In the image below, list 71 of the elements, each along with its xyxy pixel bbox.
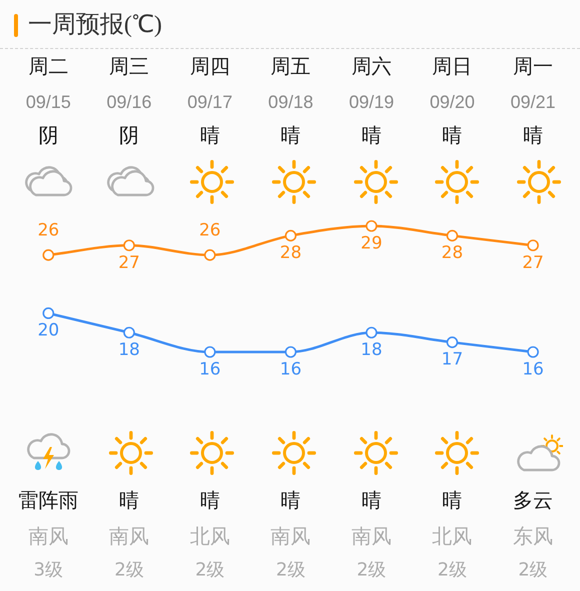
text: 南风: [351, 524, 392, 548]
text: 晴: [200, 488, 220, 512]
text: 09/17: [187, 92, 232, 112]
point: [123, 240, 135, 252]
text: 2级: [356, 560, 386, 581]
text: 09/18: [268, 92, 314, 112]
point: [527, 240, 539, 252]
data-label: 26: [38, 220, 60, 240]
text: 南风: [28, 524, 68, 548]
chart-title: 一周预报(℃): [28, 11, 162, 40]
x-tick-label: 周五: [270, 54, 311, 78]
data-label: 29: [360, 233, 382, 254]
text: 晴: [280, 488, 301, 512]
text: 09/15: [26, 92, 71, 112]
text: 09/19: [348, 92, 394, 112]
text: 阴: [38, 123, 58, 148]
text: 南风: [109, 524, 150, 548]
data-label: 18: [118, 340, 140, 360]
data-label: 26: [199, 220, 221, 240]
text: 北风: [190, 524, 230, 548]
text: 09/21: [510, 92, 556, 112]
data-label: 16: [280, 359, 302, 380]
x-tick-label: 周日: [432, 54, 472, 78]
data-label: 16: [199, 359, 221, 380]
point: [42, 249, 54, 261]
text: 2级: [276, 560, 306, 581]
text: 2级: [195, 560, 225, 581]
text: 3级: [34, 560, 64, 581]
data-label: 18: [360, 340, 382, 360]
text: 晴: [442, 488, 462, 512]
text: 北风: [432, 524, 472, 548]
point: [446, 230, 458, 242]
point: [123, 326, 135, 338]
point: [527, 346, 539, 358]
text: 晴: [280, 123, 301, 148]
point: [42, 307, 54, 320]
text: 2级: [114, 560, 144, 581]
text: 晴: [442, 123, 462, 148]
point: [446, 336, 458, 348]
text: 2级: [438, 560, 467, 581]
text: 09/20: [430, 92, 475, 112]
data-label: 16: [522, 359, 544, 380]
point: [204, 346, 216, 358]
data-label: 20: [38, 320, 60, 341]
data-label: 27: [522, 252, 544, 273]
text: 2级: [518, 560, 548, 581]
text: 晴: [361, 488, 382, 512]
x-tick-label: 周六: [351, 54, 392, 78]
text: 09/16: [106, 92, 152, 112]
point: [366, 326, 378, 338]
x-tick-label: 周四: [190, 54, 230, 78]
text: 雷阵雨: [18, 488, 78, 512]
data-label: 27: [118, 252, 140, 273]
data-label: 28: [441, 243, 464, 264]
point: [284, 346, 296, 358]
x-tick-label: 周三: [109, 54, 150, 78]
text: 晴: [361, 123, 382, 148]
data-label: 17: [441, 350, 464, 370]
text: 晴: [200, 123, 220, 148]
text: 东风: [513, 524, 554, 548]
data-label: 28: [280, 243, 302, 264]
point: [366, 220, 378, 232]
x-tick-label: 周二: [28, 54, 68, 78]
point: [284, 230, 296, 242]
text: 晴: [119, 488, 140, 512]
text: 阴: [119, 123, 140, 148]
text: 南风: [270, 524, 311, 548]
point: [204, 249, 216, 261]
text: 多云: [513, 488, 554, 512]
text: 晴: [523, 123, 544, 148]
x-tick-label: 周一: [513, 54, 554, 78]
